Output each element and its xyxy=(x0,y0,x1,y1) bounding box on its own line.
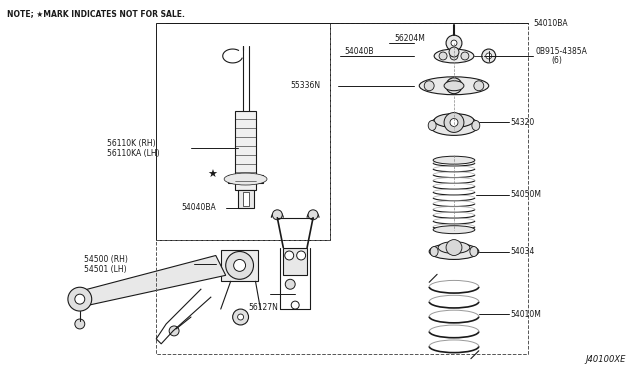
Ellipse shape xyxy=(429,244,479,259)
Text: J40100XE: J40100XE xyxy=(586,355,626,364)
Ellipse shape xyxy=(430,247,438,256)
Circle shape xyxy=(450,52,458,60)
Ellipse shape xyxy=(434,49,474,63)
Circle shape xyxy=(226,251,253,279)
Bar xyxy=(243,192,248,206)
Circle shape xyxy=(75,294,84,304)
Ellipse shape xyxy=(419,77,489,95)
Ellipse shape xyxy=(438,241,470,253)
Ellipse shape xyxy=(470,247,478,256)
Circle shape xyxy=(285,279,295,289)
Circle shape xyxy=(482,49,495,63)
Ellipse shape xyxy=(429,116,479,135)
Text: ★: ★ xyxy=(207,170,217,180)
Circle shape xyxy=(446,78,462,94)
Circle shape xyxy=(474,81,484,91)
Circle shape xyxy=(446,240,462,256)
Circle shape xyxy=(234,259,246,271)
Circle shape xyxy=(424,81,434,91)
Ellipse shape xyxy=(428,121,436,131)
Circle shape xyxy=(446,35,462,51)
Text: NOTE; ★MARK INDICATES NOT FOR SALE.: NOTE; ★MARK INDICATES NOT FOR SALE. xyxy=(7,9,185,18)
Text: 54040BA: 54040BA xyxy=(181,203,216,212)
Circle shape xyxy=(291,301,299,309)
Bar xyxy=(284,247,307,275)
Ellipse shape xyxy=(433,156,475,164)
Circle shape xyxy=(461,52,469,60)
Circle shape xyxy=(486,53,492,59)
Text: 54500 (RH): 54500 (RH) xyxy=(84,255,127,264)
Text: 54040B: 54040B xyxy=(345,46,374,55)
Text: 56127N: 56127N xyxy=(248,302,278,312)
Circle shape xyxy=(444,113,464,132)
Bar xyxy=(221,250,259,281)
Circle shape xyxy=(68,287,92,311)
Bar xyxy=(237,190,253,208)
Ellipse shape xyxy=(472,121,480,131)
Ellipse shape xyxy=(434,113,474,128)
Circle shape xyxy=(439,52,447,60)
Text: 55336N: 55336N xyxy=(290,81,320,90)
Circle shape xyxy=(237,314,244,320)
Circle shape xyxy=(308,210,318,220)
Ellipse shape xyxy=(444,81,464,91)
Text: 54034: 54034 xyxy=(511,247,535,256)
Circle shape xyxy=(451,40,457,46)
Ellipse shape xyxy=(433,226,475,234)
Text: 0B915-4385A: 0B915-4385A xyxy=(536,46,588,55)
Text: (6): (6) xyxy=(551,57,562,65)
Circle shape xyxy=(297,251,306,260)
Text: 54501 (LH): 54501 (LH) xyxy=(84,265,127,274)
Circle shape xyxy=(285,251,294,260)
Bar xyxy=(235,110,257,190)
Text: 54010M: 54010M xyxy=(511,310,541,318)
Text: 56110KA (LH): 56110KA (LH) xyxy=(107,149,159,158)
Bar xyxy=(228,175,264,183)
Circle shape xyxy=(169,326,179,336)
Circle shape xyxy=(449,47,459,57)
Circle shape xyxy=(273,210,282,220)
Polygon shape xyxy=(80,256,226,307)
Bar xyxy=(156,23,330,240)
Circle shape xyxy=(450,119,458,126)
Circle shape xyxy=(75,319,84,329)
Text: 54010BA: 54010BA xyxy=(533,19,568,28)
Text: 54320: 54320 xyxy=(511,118,535,127)
Circle shape xyxy=(233,309,248,325)
Ellipse shape xyxy=(224,173,267,185)
Circle shape xyxy=(449,51,459,61)
Text: 54050M: 54050M xyxy=(511,190,541,199)
Text: 56204M: 56204M xyxy=(394,33,426,43)
Text: 56110K (RH): 56110K (RH) xyxy=(107,139,156,148)
